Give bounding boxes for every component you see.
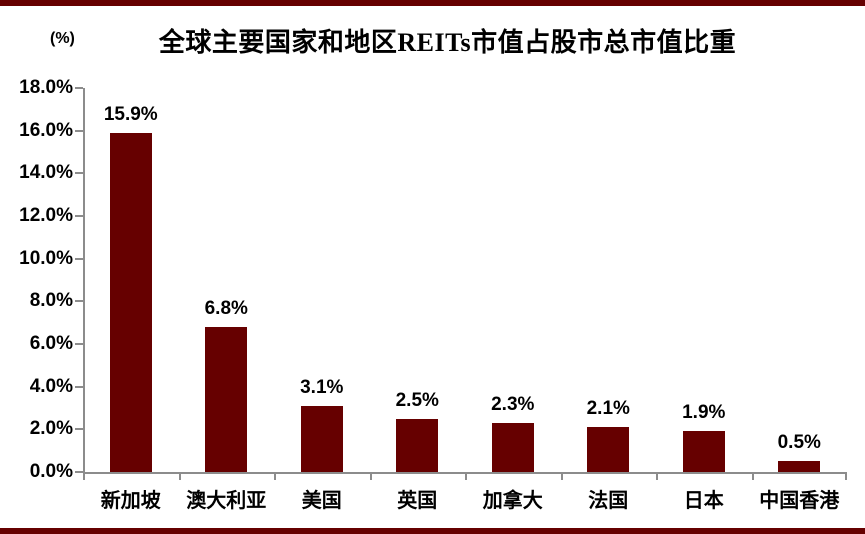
bar — [205, 326, 248, 472]
x-tick-mark — [845, 472, 847, 480]
x-tick-mark — [751, 472, 754, 480]
y-axis-unit-label: (%) — [50, 30, 75, 47]
x-tick-mark — [274, 472, 276, 480]
x-tick-mark — [178, 472, 181, 480]
y-tick-mark — [75, 385, 83, 388]
bar-value-label: 6.8% — [204, 297, 248, 319]
y-tick-mark — [75, 129, 83, 132]
bar-value-label: 2.1% — [586, 398, 630, 420]
x-tick-mark — [560, 472, 563, 480]
y-tick-mark — [75, 471, 83, 473]
y-tick-mark — [75, 428, 83, 431]
bar — [396, 418, 439, 472]
x-tick-mark — [465, 472, 467, 480]
y-tick-label: 10.0% — [19, 247, 73, 269]
bar-value-label: 2.3% — [491, 393, 535, 415]
bar-value-label: 2.5% — [395, 389, 439, 411]
y-tick-label: 6.0% — [29, 333, 73, 354]
plot-area: 0.0% 2.0% 4.0% 6.0% 8.0% 10.0% 12.0% 14.0% 16.0%… — [19, 78, 847, 512]
category-label: 法国 — [588, 490, 629, 512]
bar-value-label: 15.9% — [103, 103, 158, 125]
bar-value-label: 3.1% — [300, 376, 344, 398]
y-tick-label: 14.0% — [19, 162, 73, 184]
bar — [491, 422, 534, 472]
y-tick-label: 18.0% — [19, 77, 73, 98]
x-tick-mark — [656, 472, 658, 480]
bar — [109, 132, 152, 472]
top-border-line — [0, 0, 865, 6]
y-tick-mark — [75, 343, 83, 345]
category-label: 加拿大 — [482, 490, 543, 512]
bottom-border-line — [0, 528, 865, 534]
y-tick-mark — [75, 172, 83, 175]
y-tick-label: 12.0% — [19, 205, 73, 226]
category-label: 日本 — [683, 490, 724, 512]
y-tick-mark — [75, 87, 83, 89]
y-tick-label: 16.0% — [19, 119, 73, 141]
x-tick-mark — [369, 472, 372, 480]
category-label: 澳大利亚 — [186, 490, 267, 512]
y-tick-label: 0.0% — [29, 461, 73, 482]
chart-title: 全球主要国家和地区REITs市值占股市总市值比重 — [158, 28, 737, 57]
x-tick-mark — [83, 472, 85, 480]
y-axis-line — [83, 88, 85, 472]
y-tick-label: 8.0% — [29, 290, 73, 312]
category-label: 新加坡 — [100, 490, 161, 512]
bar-value-label: 0.5% — [777, 432, 821, 454]
bar — [682, 431, 725, 472]
category-label: 英国 — [397, 490, 438, 512]
bar-value-label: 1.9% — [682, 402, 726, 424]
y-tick-label: 4.0% — [29, 375, 73, 397]
bar — [300, 405, 343, 472]
y-tick-mark — [75, 215, 83, 217]
y-tick-mark — [75, 257, 83, 260]
y-tick-mark — [75, 300, 83, 303]
y-tick-label: 2.0% — [29, 418, 73, 440]
category-label: 中国香港 — [759, 490, 840, 512]
bar — [587, 427, 630, 472]
bar — [778, 461, 821, 472]
category-label: 美国 — [301, 490, 342, 512]
